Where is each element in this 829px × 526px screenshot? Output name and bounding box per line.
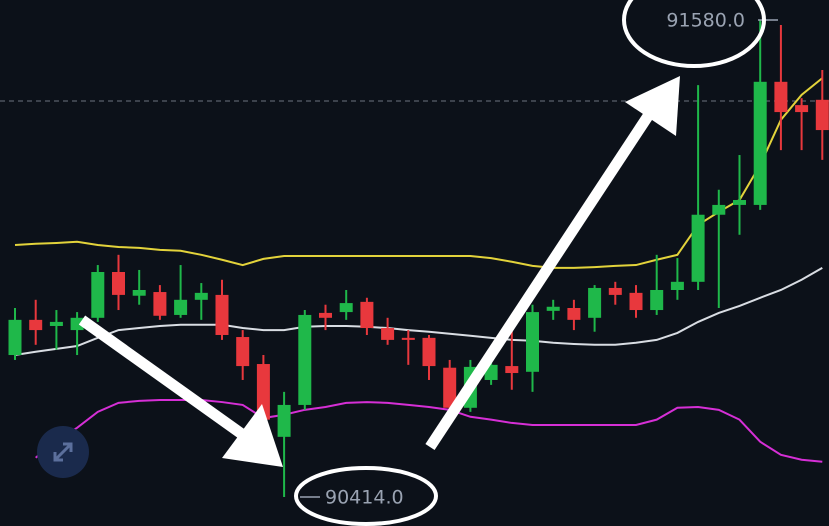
candle-body (8, 319, 22, 356)
expand-button[interactable] (37, 426, 89, 478)
candle-body (629, 292, 643, 311)
candle-body (795, 105, 809, 113)
candle-body (256, 364, 270, 420)
candle-body (401, 337, 415, 340)
candle-body (505, 366, 519, 374)
candle-body (319, 312, 332, 318)
candle-body (733, 200, 746, 205)
candle-body (174, 299, 188, 315)
band-line (35, 399, 823, 463)
band-line (14, 77, 823, 269)
candle-body (112, 271, 125, 295)
candle-body (236, 337, 250, 367)
candle-body (381, 328, 395, 340)
candle-body (588, 287, 602, 318)
candle-body (650, 289, 664, 311)
candle-body (546, 306, 560, 311)
annotation-circle (622, 0, 766, 68)
candle-body (298, 314, 312, 405)
plot-area (0, 20, 829, 497)
annotation-circle (294, 466, 438, 526)
arrow-shaft (78, 315, 250, 442)
candle-body (215, 294, 229, 335)
candle-body (753, 81, 767, 205)
candle-body (194, 292, 208, 300)
annotation-label: 90414.0 (325, 486, 404, 508)
candle-body (153, 292, 167, 316)
candle-body (132, 289, 146, 296)
candle-body (49, 321, 63, 326)
candle-body (422, 337, 436, 367)
candle-body (712, 204, 726, 215)
candle-body (691, 214, 705, 282)
band-line (14, 267, 823, 357)
arrow-head (625, 76, 680, 136)
annotations: 91580.0 90414.0 (294, 0, 778, 526)
candle-body (29, 319, 43, 331)
candle-body (360, 301, 374, 329)
candle-body (608, 287, 622, 295)
candle-body (670, 281, 684, 290)
expand-icon[interactable] (53, 442, 73, 462)
candle-body (526, 312, 539, 372)
arrow-head (222, 404, 283, 467)
candle-body (567, 307, 581, 320)
candle-body (443, 367, 457, 408)
arrows (78, 76, 680, 467)
candle-body (774, 81, 788, 113)
candle-body (339, 303, 353, 313)
candle-body (815, 99, 829, 131)
arrow-shaft (425, 106, 657, 451)
candle-body (70, 317, 84, 331)
candle-body (91, 271, 105, 318)
candle-body (277, 404, 291, 437)
annotation-label: 91580.0 (666, 10, 745, 32)
